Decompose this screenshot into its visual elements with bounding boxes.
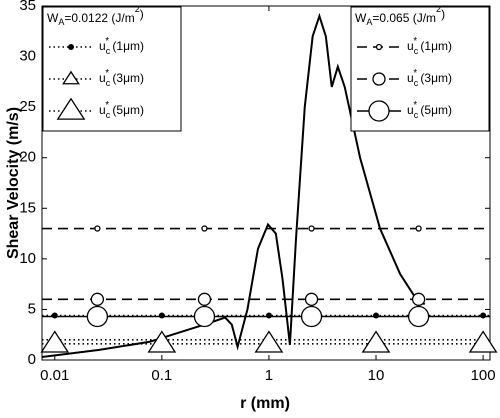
y-axis-label: Shear Velocity (m/s) xyxy=(5,107,22,259)
legend-label: uc* (3μm) xyxy=(407,68,452,89)
y-tick-label: 20 xyxy=(19,149,36,166)
marker xyxy=(51,312,58,319)
marker xyxy=(361,330,391,353)
legend-label-part: c xyxy=(414,78,419,88)
marker xyxy=(411,292,426,306)
legend-label-part: * xyxy=(105,68,109,79)
legend-label-part: (5μm) xyxy=(109,103,144,117)
legend-label-part: * xyxy=(105,36,109,47)
marker xyxy=(415,225,422,232)
legend-title-part: A xyxy=(366,17,372,27)
marker xyxy=(158,312,165,319)
legend-label-part: * xyxy=(413,68,417,79)
marker xyxy=(86,305,109,328)
marker xyxy=(254,330,284,353)
legend-title-part: ) xyxy=(140,7,144,21)
legend-title-part: =0.0122 (J/m xyxy=(64,11,134,25)
y-tick-label: 25 xyxy=(19,98,36,115)
marker xyxy=(468,330,498,353)
legend-marker xyxy=(375,43,383,51)
marker xyxy=(308,225,315,232)
legend-label: uc* (1μm) xyxy=(407,36,452,57)
legend-title-part: ) xyxy=(441,7,445,21)
marker xyxy=(94,225,101,232)
marker xyxy=(90,292,105,306)
legend-label: uc* (3μm) xyxy=(99,68,144,89)
legend-label-part: c xyxy=(414,110,419,120)
legend-marker xyxy=(56,97,86,120)
legend-label-part: (3μm) xyxy=(417,71,452,85)
marker xyxy=(40,330,70,353)
legend-label-part: u xyxy=(407,39,414,53)
y-tick-label: 10 xyxy=(19,250,36,267)
legend-label-part: (5μm) xyxy=(417,103,452,117)
legend-title-part: W xyxy=(355,11,367,25)
legend-label: uc* (1μm) xyxy=(99,36,144,57)
legend-title-part: 2 xyxy=(436,4,441,14)
x-tick-label: 0.01 xyxy=(40,367,69,384)
y-tick-label: 5 xyxy=(28,300,36,317)
legend-label-part: u xyxy=(99,103,106,117)
marker xyxy=(193,305,216,328)
legend-label-part: * xyxy=(413,100,417,111)
marker xyxy=(201,225,208,232)
legend-label: uc* (5μm) xyxy=(99,100,144,121)
data-line xyxy=(41,12,426,358)
legend-marker xyxy=(368,100,390,122)
marker xyxy=(407,305,430,328)
legend-marker xyxy=(62,70,80,85)
marker xyxy=(304,292,319,306)
legend-label-part: (1μm) xyxy=(109,39,144,53)
marker xyxy=(265,312,272,319)
marker xyxy=(300,305,323,328)
y-tick-label: 35 xyxy=(19,0,36,14)
legend-marker xyxy=(68,44,74,50)
legend-label: uc* (5μm) xyxy=(407,100,452,121)
marker xyxy=(197,292,212,306)
legend-label-part: * xyxy=(413,36,417,47)
legend-marker xyxy=(372,72,386,86)
x-tick-label: 1 xyxy=(265,367,273,384)
y-tick-label: 0 xyxy=(28,351,36,368)
legend-title-part: 2 xyxy=(135,4,140,14)
legend-label-part: (1μm) xyxy=(417,39,452,53)
legend-title-part: W xyxy=(47,11,59,25)
y-tick-label: 15 xyxy=(19,199,36,216)
legend-label-part: c xyxy=(106,46,111,56)
legend-label-part: c xyxy=(414,46,419,56)
legend-title: WA=0.0122 (J/m2) xyxy=(47,4,144,27)
x-tick-label: 100 xyxy=(471,367,496,384)
legend-label-part: u xyxy=(99,39,106,53)
x-tick-label: 0.1 xyxy=(151,367,172,384)
marker xyxy=(373,312,380,319)
legend-label-part: u xyxy=(407,71,414,85)
legend-label-part: u xyxy=(99,71,106,85)
y-tick-label: 30 xyxy=(19,48,36,65)
legend-title-part: A xyxy=(58,17,64,27)
marker xyxy=(147,330,177,353)
legend-label-part: c xyxy=(106,78,111,88)
legend-label-part: * xyxy=(105,100,109,111)
legend-label-part: u xyxy=(407,103,414,117)
legend-label-part: c xyxy=(106,110,111,120)
legend-title: WA=0.065 (J/m2) xyxy=(355,4,445,27)
legend-label-part: (3μm) xyxy=(109,71,144,85)
plot-frame xyxy=(41,5,491,361)
x-tick-label: 10 xyxy=(368,367,385,384)
marker xyxy=(480,312,487,319)
legend-title-part: =0.065 (J/m xyxy=(372,11,436,25)
x-axis-label: r (mm) xyxy=(240,395,290,412)
